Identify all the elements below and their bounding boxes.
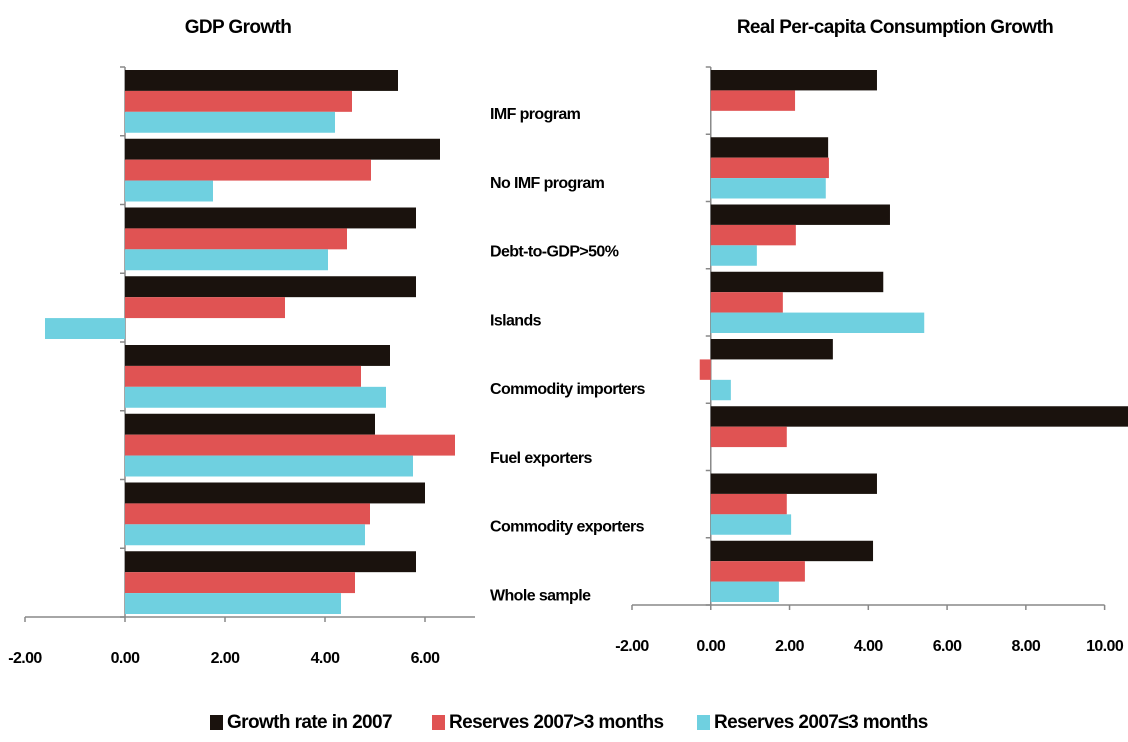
legend-swatch <box>432 715 445 730</box>
bar <box>710 540 874 562</box>
bar <box>710 271 884 293</box>
bar <box>125 111 335 133</box>
bar <box>710 245 757 266</box>
bar <box>45 318 125 339</box>
category-label: No IMF program <box>490 175 605 192</box>
bar <box>710 379 731 401</box>
bar <box>125 207 416 229</box>
bar <box>125 503 370 525</box>
bar <box>710 224 796 246</box>
bar <box>125 413 375 435</box>
x-tick-label: -2.00 <box>8 650 42 667</box>
bar <box>125 572 355 594</box>
x-tick-label: 0.00 <box>111 650 140 667</box>
bar <box>125 228 347 250</box>
bar <box>710 90 796 111</box>
bar <box>710 312 925 333</box>
bar <box>125 551 416 573</box>
x-tick-label: -2.00 <box>615 638 649 655</box>
bar <box>125 159 371 181</box>
bar <box>125 138 440 160</box>
bar <box>125 434 455 456</box>
bar <box>125 345 390 366</box>
bar <box>710 426 787 448</box>
category-label: Whole sample <box>490 587 591 604</box>
bar <box>710 292 783 313</box>
x-tick-label: 4.00 <box>311 650 340 667</box>
legend-label: Reserves 2007≤3 months <box>714 712 928 733</box>
bar <box>710 178 826 199</box>
bar <box>125 386 386 408</box>
bar <box>710 70 877 91</box>
chart-title: GDP Growth <box>185 17 292 38</box>
bar <box>125 482 425 504</box>
bar <box>125 593 341 614</box>
legend-swatch <box>210 715 223 730</box>
bar <box>125 70 398 91</box>
bar <box>125 249 328 271</box>
bar <box>710 514 792 535</box>
category-label: Fuel exporters <box>490 450 593 467</box>
x-tick-label: 6.00 <box>411 650 440 667</box>
x-tick-label: 10.00 <box>1086 638 1124 655</box>
category-label: Commodity importers <box>490 381 646 398</box>
bar <box>125 297 285 319</box>
x-tick-label: 0.00 <box>696 638 725 655</box>
x-tick-label: 6.00 <box>933 638 962 655</box>
x-tick-label: 2.00 <box>775 638 804 655</box>
category-label: IMF program <box>490 106 581 123</box>
bar <box>710 204 890 225</box>
category-label: Islands <box>490 312 542 329</box>
bar <box>125 276 416 298</box>
bar <box>710 339 833 360</box>
bar <box>710 137 829 158</box>
bar <box>125 524 365 546</box>
bar <box>125 90 352 112</box>
legend-swatch <box>697 715 710 730</box>
x-tick-label: 8.00 <box>1011 638 1040 655</box>
legend-label: Reserves 2007>3 months <box>449 712 663 733</box>
bar <box>125 455 413 477</box>
bar <box>125 365 361 387</box>
bar <box>710 581 779 602</box>
bar <box>710 157 829 179</box>
category-label: Commodity exporters <box>490 519 645 536</box>
bar <box>710 473 877 494</box>
bar <box>710 493 787 515</box>
x-tick-label: 2.00 <box>211 650 240 667</box>
legend-label: Growth rate in 2007 <box>227 712 392 733</box>
bar <box>710 406 1128 427</box>
x-tick-label: 4.00 <box>854 638 883 655</box>
bar <box>125 180 213 202</box>
bar <box>710 561 805 582</box>
chart-title: Real Per-capita Consumption Growth <box>737 17 1053 38</box>
bar <box>699 359 711 380</box>
category-label: Debt-to-GDP>50% <box>490 244 619 261</box>
